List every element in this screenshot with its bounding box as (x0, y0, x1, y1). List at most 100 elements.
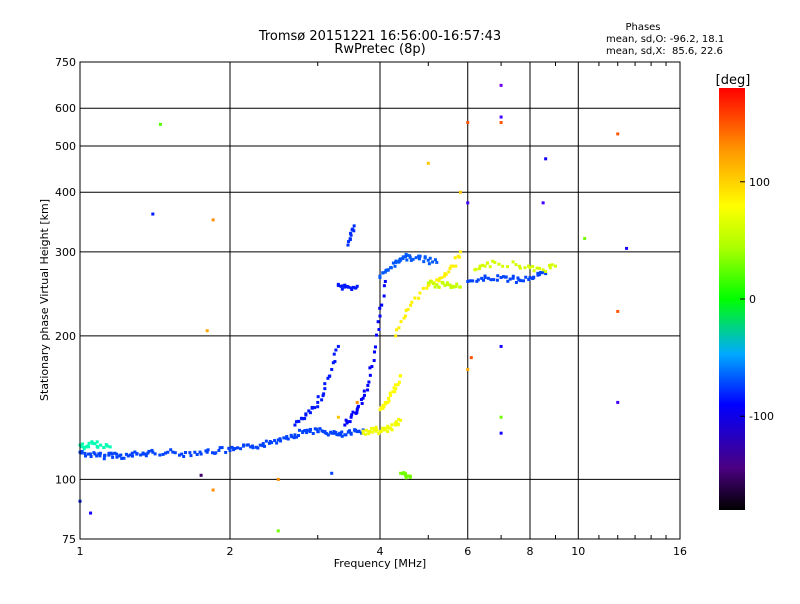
data-point (354, 286, 358, 290)
data-points (78, 83, 629, 533)
data-point (320, 429, 324, 433)
data-point (374, 425, 378, 429)
data-point (386, 268, 390, 272)
data-point (139, 453, 143, 457)
data-point (360, 401, 364, 405)
data-point (261, 444, 265, 448)
x-tick-label: 16 (673, 545, 687, 558)
data-point (489, 278, 493, 282)
data-point (316, 430, 320, 434)
data-point (230, 445, 234, 449)
data-point (328, 374, 332, 378)
colorbar-tick-label: 0 (749, 293, 756, 306)
data-point (355, 410, 359, 414)
data-point (346, 243, 350, 247)
data-point (511, 276, 515, 280)
data-point (408, 254, 412, 258)
y-tick-label: 200 (55, 330, 76, 343)
data-point (323, 387, 327, 391)
data-point (323, 431, 327, 435)
data-point (417, 257, 421, 261)
data-point (122, 456, 126, 460)
data-point (483, 274, 487, 278)
data-point (370, 365, 374, 369)
data-point (374, 429, 378, 433)
data-point (445, 281, 449, 285)
data-point (169, 448, 173, 452)
data-point (361, 431, 365, 435)
data-point (440, 276, 444, 280)
data-point (616, 309, 620, 313)
data-point (355, 430, 359, 434)
data-point (553, 264, 557, 268)
x-tick-label: 1 (77, 545, 84, 558)
data-point (454, 264, 458, 268)
data-point (336, 344, 340, 348)
data-point (339, 433, 343, 437)
data-point (446, 283, 450, 287)
data-point (115, 452, 119, 456)
data-point (444, 272, 448, 276)
data-point (296, 433, 300, 437)
data-point (347, 285, 351, 289)
data-point (386, 400, 390, 404)
data-point (368, 366, 372, 370)
data-point (158, 122, 162, 126)
data-point (84, 454, 88, 458)
data-point (211, 218, 215, 222)
y-tick-label: 75 (62, 533, 76, 546)
data-point (383, 428, 387, 432)
data-point (499, 115, 503, 119)
data-point (130, 451, 134, 455)
data-point (340, 434, 344, 438)
data-point (351, 227, 355, 231)
data-point (290, 435, 294, 439)
data-point (233, 447, 237, 451)
x-tick-label: 2 (227, 545, 234, 558)
data-point (499, 415, 503, 419)
data-point (392, 386, 396, 390)
data-point (189, 454, 193, 458)
data-point (514, 280, 518, 284)
data-point (99, 443, 103, 447)
data-point (541, 270, 545, 274)
data-point (367, 432, 371, 436)
data-point (506, 279, 510, 283)
data-point (517, 264, 521, 268)
data-point (336, 282, 340, 286)
data-point (348, 429, 352, 433)
data-point (381, 426, 385, 430)
data-point (404, 472, 408, 476)
data-point (616, 400, 620, 404)
data-point (371, 427, 375, 431)
data-point (361, 429, 365, 433)
data-point (394, 334, 398, 338)
data-point (292, 436, 296, 440)
data-point (115, 455, 119, 459)
data-point (499, 83, 503, 87)
data-point (348, 420, 352, 424)
data-point (158, 453, 162, 457)
data-point (308, 430, 312, 434)
data-point (305, 428, 309, 432)
data-point (224, 450, 228, 454)
data-point (389, 393, 393, 397)
x-axis-label: Frequency [MHz] (334, 557, 426, 570)
data-point (297, 419, 301, 423)
data-point (82, 447, 86, 451)
data-point (80, 449, 84, 453)
data-point (508, 277, 512, 281)
data-point (188, 451, 192, 455)
colorbar-ticks: 100 0 -100 (740, 176, 774, 423)
data-point (211, 451, 215, 455)
data-point (295, 435, 299, 439)
data-point (340, 284, 344, 288)
data-point (128, 453, 132, 457)
x-tick-label: 8 (527, 545, 534, 558)
data-point (366, 388, 370, 392)
data-point (355, 400, 359, 404)
data-point (418, 291, 422, 295)
data-point (544, 157, 548, 161)
data-point (514, 263, 518, 267)
data-point (321, 394, 325, 398)
